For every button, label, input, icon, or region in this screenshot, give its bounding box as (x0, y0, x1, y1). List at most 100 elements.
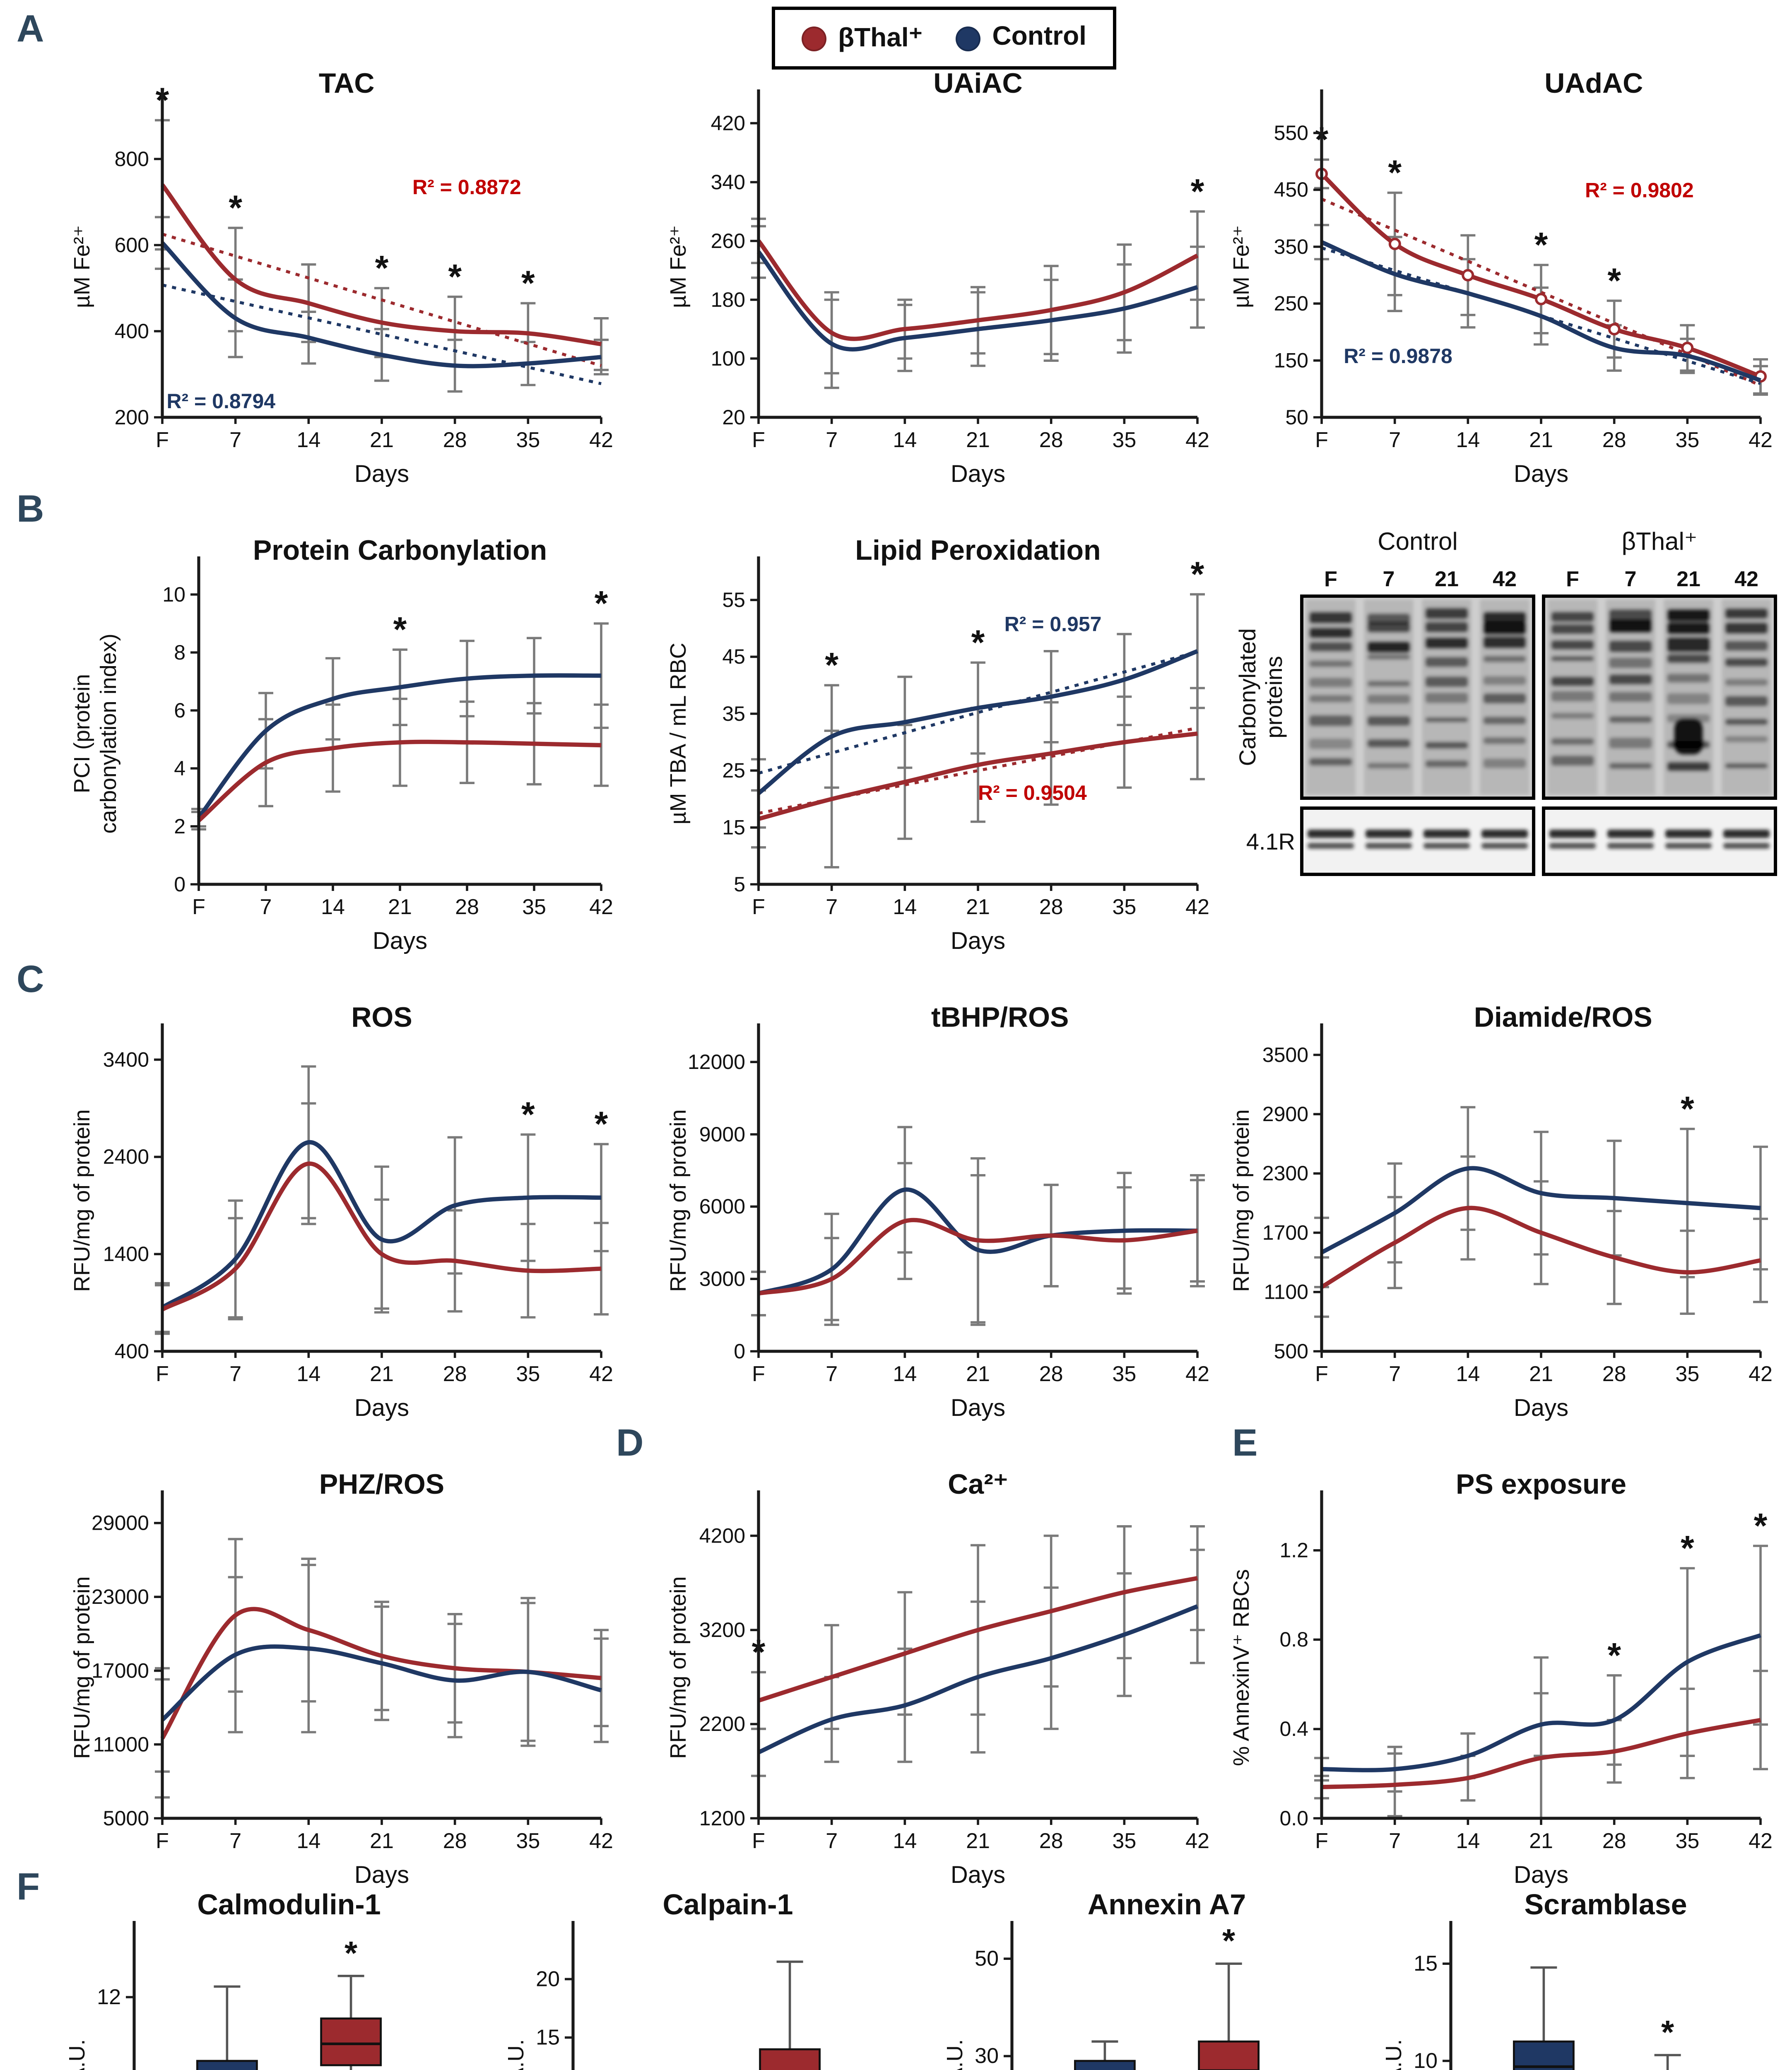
svg-text:10: 10 (162, 583, 185, 606)
svg-text:Annexin A7: Annexin A7 (1088, 1888, 1246, 1921)
svg-text:15: 15 (536, 2025, 560, 2049)
svg-text:F: F (1315, 1829, 1328, 1853)
svg-text:200: 200 (115, 406, 149, 429)
svg-text:0.8: 0.8 (1279, 1628, 1308, 1651)
svg-text:21: 21 (1529, 1362, 1553, 1386)
svg-text:µM TBA / mL RBC: µM TBA / mL RBC (666, 643, 691, 824)
svg-text:6: 6 (174, 699, 185, 722)
svg-text:550: 550 (1274, 121, 1308, 144)
svg-text:12: 12 (97, 1985, 121, 2009)
svg-text:TAC: TAC (319, 67, 375, 99)
svg-text:21: 21 (388, 895, 412, 919)
chart-svg-uadac: ****50150250350450550F71421283542DaysµM … (1229, 67, 1773, 487)
svg-text:21: 21 (1435, 567, 1459, 591)
panel-label-b: B (17, 487, 44, 530)
svg-text:42: 42 (1493, 567, 1517, 591)
svg-text:*: * (448, 257, 462, 296)
svg-text:14: 14 (321, 895, 345, 919)
svg-text:14: 14 (296, 428, 320, 452)
svg-text:0: 0 (734, 1340, 745, 1363)
svg-text:RFU/mg of protein: RFU/mg of protein (666, 1576, 691, 1759)
svg-text:7: 7 (1389, 1362, 1401, 1386)
svg-text:42: 42 (1185, 895, 1209, 919)
svg-text:*: * (1607, 1636, 1621, 1675)
panel-label-f: F (17, 1865, 40, 1908)
svg-text:7: 7 (826, 1362, 838, 1386)
svg-text:µM Fe²⁺: µM Fe²⁺ (1229, 225, 1254, 308)
svg-text:35: 35 (1112, 1362, 1136, 1386)
svg-text:14: 14 (1456, 1829, 1480, 1853)
svg-text:*: * (595, 584, 608, 623)
svg-text:*: * (375, 248, 389, 287)
svg-text:3000: 3000 (699, 1267, 745, 1290)
svg-text:42: 42 (1749, 428, 1773, 452)
svg-text:21: 21 (1676, 567, 1700, 591)
svg-text:450: 450 (1274, 178, 1308, 201)
svg-text:10: 10 (1414, 2049, 1438, 2070)
svg-text:7: 7 (1389, 428, 1401, 452)
svg-text:15: 15 (1414, 1952, 1438, 1976)
chart-svg-lipid: * * * 5 15 25 35 45 55 F 7 14 21 28 35 42 Days µM TBA / m… (666, 534, 1209, 954)
svg-text:µM Fe²⁺: µM Fe²⁺ (666, 225, 691, 308)
svg-text:7: 7 (1625, 567, 1637, 591)
svg-text:21: 21 (966, 1362, 990, 1386)
svg-text:14: 14 (893, 428, 917, 452)
svg-text:F: F (156, 428, 169, 452)
svg-text:0.4: 0.4 (1279, 1717, 1308, 1740)
svg-text:ROS: ROS (351, 1001, 412, 1033)
svg-text:Ca²⁺: Ca²⁺ (948, 1468, 1008, 1500)
svg-text:βThal⁺: βThal⁺ (1622, 527, 1698, 555)
svg-text:F: F (752, 895, 765, 919)
chart-uaiac: * 20 100 180 260 340 420 F 7 14 21 28 35 42 Days µM Fe²… (662, 60, 1217, 502)
svg-text:21: 21 (966, 428, 990, 452)
svg-text:340: 340 (711, 171, 745, 194)
svg-text:28: 28 (1039, 1829, 1063, 1853)
svg-text:7: 7 (826, 428, 838, 452)
chart-diamide-ros: * 500 1100 1700 2300 2900 3500 F 7 14 21 28 35 42 Days… (1226, 994, 1780, 1436)
svg-text:55: 55 (722, 588, 745, 611)
svg-text:A.U.: A.U. (503, 2039, 528, 2070)
svg-text:35: 35 (1675, 1362, 1699, 1386)
svg-text:500: 500 (1274, 1340, 1308, 1363)
svg-text:14: 14 (893, 895, 917, 919)
svg-text:*: * (1534, 225, 1548, 264)
svg-text:800: 800 (115, 147, 149, 171)
svg-text:260: 260 (711, 229, 745, 253)
svg-text:2: 2 (174, 815, 185, 838)
svg-text:R² = 0.9878: R² = 0.9878 (1344, 344, 1452, 368)
svg-text:150: 150 (1274, 349, 1308, 372)
svg-text:A.U.: A.U. (1381, 2039, 1406, 2070)
svg-text:28: 28 (1039, 1362, 1063, 1386)
panel-label-d: D (616, 1421, 644, 1464)
svg-text:50: 50 (975, 1947, 999, 1971)
svg-text:*: * (595, 1105, 608, 1143)
svg-text:28: 28 (1602, 1829, 1626, 1853)
svg-text:35: 35 (516, 1362, 540, 1386)
svg-text:50: 50 (1285, 406, 1308, 429)
svg-text:100: 100 (711, 347, 745, 370)
svg-text:R² = 0.9504: R² = 0.9504 (978, 781, 1087, 804)
svg-text:F: F (156, 1362, 169, 1386)
svg-text:R² = 0.957: R² = 0.957 (1004, 612, 1102, 635)
svg-text:28: 28 (1602, 1362, 1626, 1386)
svg-text:20: 20 (536, 1967, 560, 1991)
svg-text:PCI (protein: PCI (protein (70, 674, 94, 793)
svg-text:Scramblase: Scramblase (1524, 1888, 1687, 1921)
svg-text:42: 42 (1749, 1362, 1773, 1386)
chart-calcium: *1200220032004200F71421283542DaysRFU/mg … (662, 1461, 1217, 1903)
svg-text:Days: Days (951, 1394, 1005, 1421)
svg-text:23000: 23000 (92, 1585, 149, 1608)
svg-text:RFU/mg of protein: RFU/mg of protein (1229, 1109, 1254, 1292)
svg-text:*: * (1754, 1506, 1768, 1545)
svg-text:RFU/mg of protein: RFU/mg of protein (70, 1109, 94, 1292)
svg-text:PHZ/ROS: PHZ/ROS (319, 1468, 444, 1500)
svg-text:F: F (1315, 428, 1328, 452)
svg-text:9000: 9000 (699, 1123, 745, 1146)
svg-text:21: 21 (1529, 1829, 1553, 1853)
svg-text:4.1R: 4.1R (1246, 828, 1295, 854)
chart-ros: * * 400 1400 2400 3400 F 7 14 21 28 35 42 Days RFU/mg … (66, 994, 621, 1436)
panel-label-e: E (1232, 1421, 1258, 1464)
svg-text:0.0: 0.0 (1279, 1807, 1308, 1830)
